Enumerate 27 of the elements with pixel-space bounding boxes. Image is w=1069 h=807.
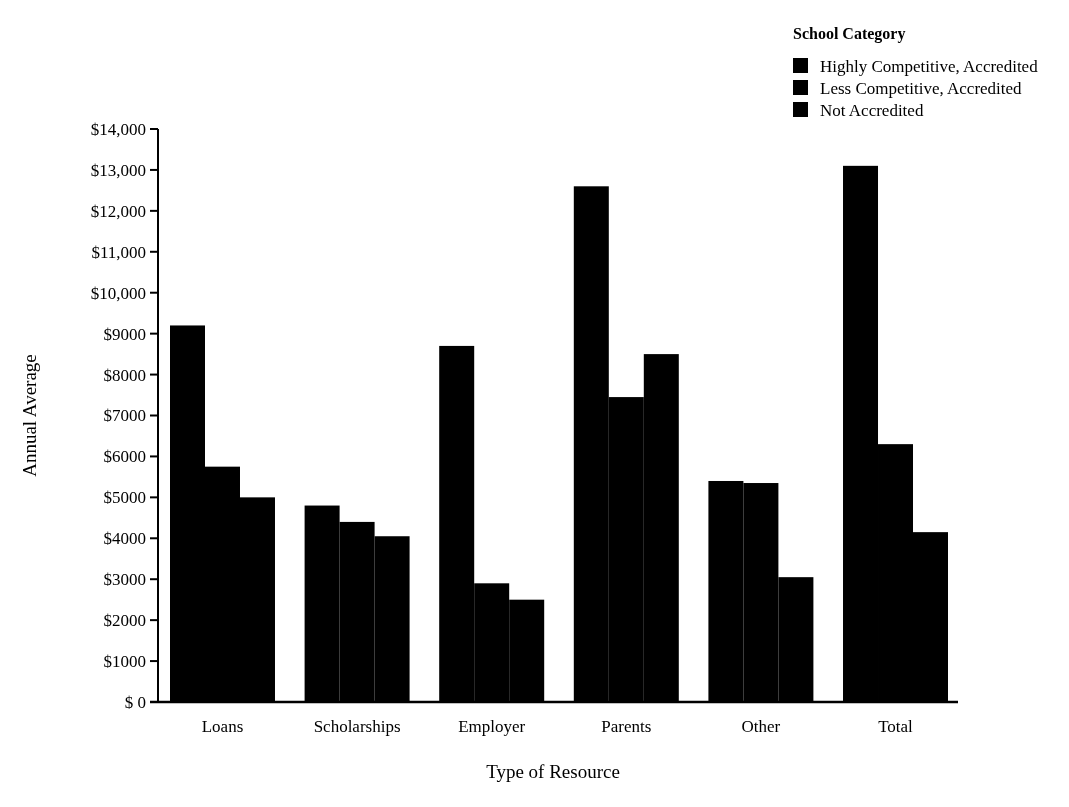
y-tick-label: $9000 bbox=[103, 324, 146, 344]
x-tick-label: Total bbox=[878, 717, 914, 736]
y-tick-label: $11,000 bbox=[91, 242, 146, 262]
y-tick-label: $8000 bbox=[103, 365, 146, 385]
x-axis-title: Type of Resource bbox=[486, 761, 620, 782]
y-tick-label: $3000 bbox=[103, 570, 146, 590]
y-axis-title: Annual Average bbox=[19, 354, 40, 477]
y-tick-label: $1000 bbox=[103, 652, 146, 672]
y-tick-label: $13,000 bbox=[90, 160, 146, 180]
legend-title: School Category bbox=[793, 24, 906, 43]
y-tick-label: $2000 bbox=[103, 611, 146, 631]
x-tick-label: Scholarships bbox=[313, 717, 401, 736]
y-tick-label: $10,000 bbox=[90, 283, 146, 303]
x-tick-label: Parents bbox=[601, 717, 652, 736]
x-tick-label: Other bbox=[741, 717, 781, 736]
y-tick-label: $14,000 bbox=[90, 119, 146, 139]
x-tick-label: Employer bbox=[458, 717, 526, 736]
legend-label: Less Competitive, Accredited bbox=[820, 78, 1023, 98]
legend-label: Highly Competitive, Accredited bbox=[820, 56, 1039, 76]
y-tick-label: $12,000 bbox=[90, 201, 146, 221]
y-tick-label: $ 0 bbox=[124, 692, 146, 712]
x-tick-label: Loans bbox=[201, 717, 244, 736]
y-tick-label: $6000 bbox=[103, 447, 146, 467]
legend-label: Not Accredited bbox=[820, 100, 924, 120]
y-tick-label: $7000 bbox=[103, 406, 146, 426]
y-tick-label: $5000 bbox=[103, 488, 146, 508]
y-tick-label: $4000 bbox=[103, 529, 146, 549]
